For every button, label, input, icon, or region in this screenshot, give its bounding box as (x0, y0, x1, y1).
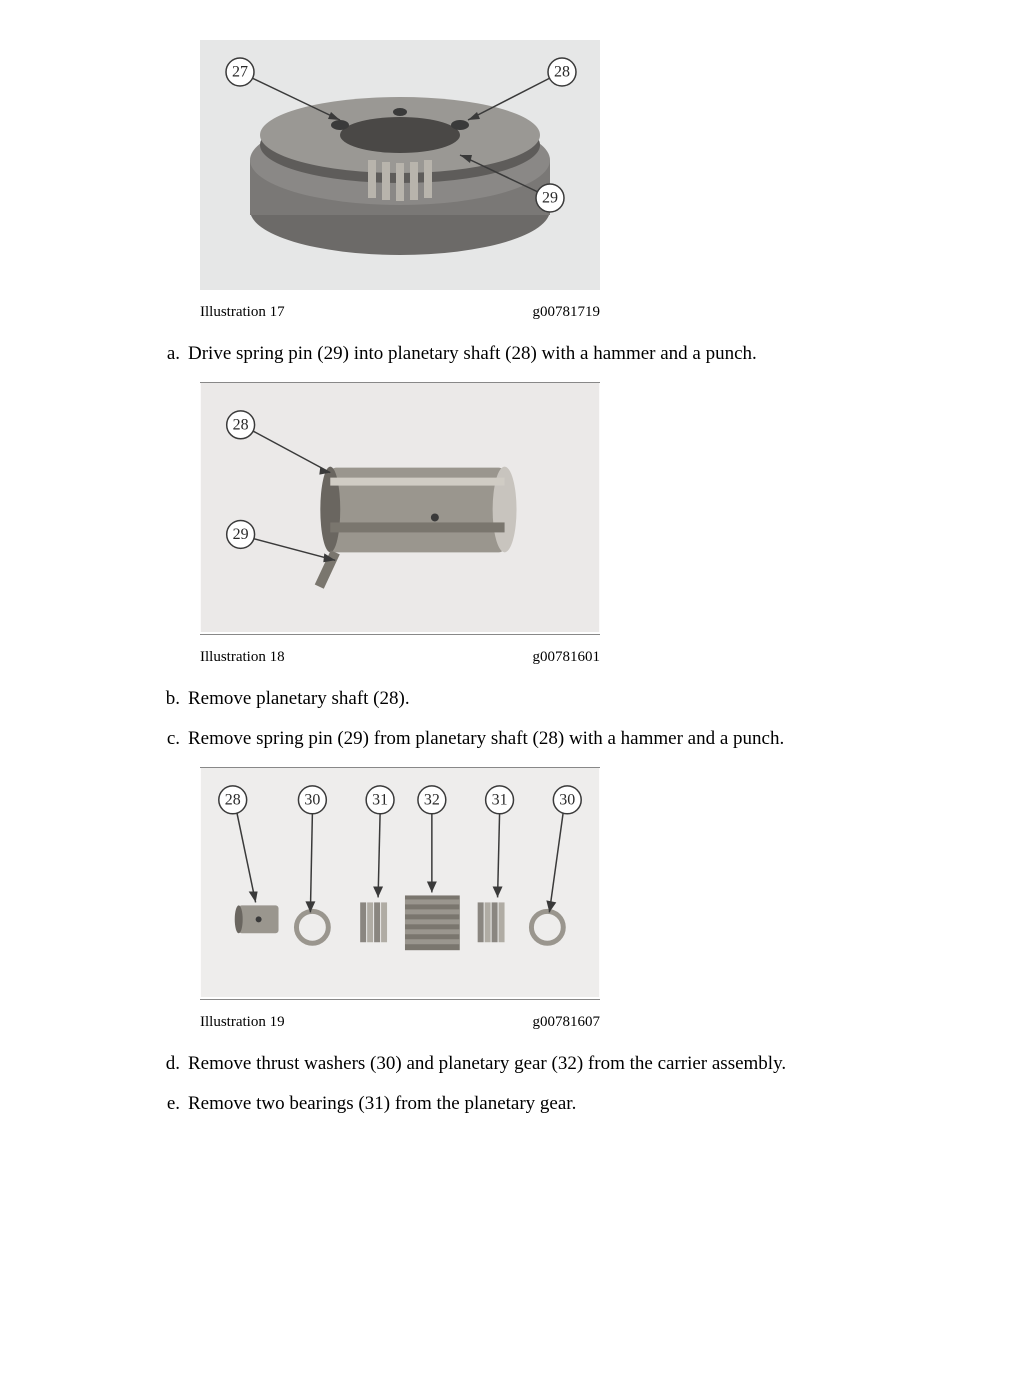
figure-19-code: g00781607 (533, 1012, 601, 1033)
illustration-17-image: 27 28 29 (200, 40, 600, 290)
illustration-19-image: 28 30 31 32 31 30 (200, 767, 600, 997)
figure-18-label: Illustration 18 (200, 647, 285, 668)
figure-18: 28 29 Illustration 18 g00781601 (200, 382, 600, 668)
step-c-text: Remove spring pin (29) from planetary sh… (188, 726, 914, 753)
step-e: e. Remove two bearings (31) from the pla… (110, 1091, 914, 1118)
callout-28c: 28 (225, 791, 241, 808)
callout-29: 29 (542, 190, 558, 207)
step-d-text: Remove thrust washers (30) and planetary… (188, 1051, 914, 1078)
callout-27: 27 (232, 64, 248, 81)
step-d: d. Remove thrust washers (30) and planet… (110, 1051, 914, 1078)
step-e-letter: e. (160, 1091, 188, 1118)
figure-17-label: Illustration 17 (200, 302, 285, 323)
step-b: b. Remove planetary shaft (28). (110, 686, 914, 713)
figure-18-code: g00781601 (533, 647, 601, 668)
callout-31l: 31 (372, 791, 388, 808)
step-b-text: Remove planetary shaft (28). (188, 686, 914, 713)
figure-19: 28 30 31 32 31 30 Illustration 19 g007 (200, 767, 600, 1033)
callout-28b: 28 (233, 416, 249, 433)
step-a: a. Drive spring pin (29) into planetary … (110, 341, 914, 368)
step-a-letter: a. (160, 341, 188, 368)
figure-17-code: g00781719 (533, 302, 601, 323)
step-e-text: Remove two bearings (31) from the planet… (188, 1091, 914, 1118)
callout-28: 28 (554, 64, 570, 81)
illustration-18-image: 28 29 (200, 382, 600, 632)
step-d-letter: d. (160, 1051, 188, 1078)
figure-19-label: Illustration 19 (200, 1012, 285, 1033)
callout-30l: 30 (304, 791, 320, 808)
step-a-text: Drive spring pin (29) into planetary sha… (188, 341, 914, 368)
step-c: c. Remove spring pin (29) from planetary… (110, 726, 914, 753)
figure-17: 27 28 29 Illustration 17 g00781719 (200, 40, 600, 323)
callout-29b: 29 (233, 525, 249, 542)
callout-30r: 30 (559, 791, 575, 808)
step-c-letter: c. (160, 726, 188, 753)
step-b-letter: b. (160, 686, 188, 713)
callout-32: 32 (424, 791, 440, 808)
callout-31r: 31 (492, 791, 508, 808)
